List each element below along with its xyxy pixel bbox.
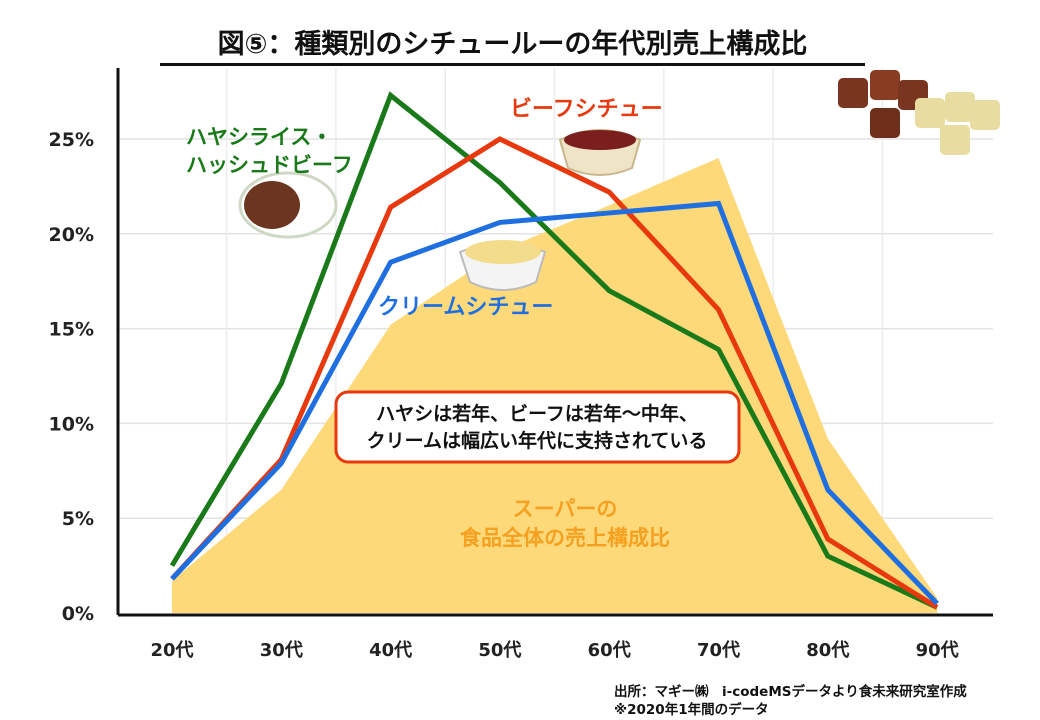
cream-stew-icon (465, 240, 541, 264)
series-label-hayashi: ハッシュドビーフ (186, 153, 353, 177)
y-tick-label: 0% (62, 603, 94, 625)
series-line-1 (170, 136, 939, 610)
cream-roux-block-icon (970, 100, 1000, 130)
y-tick-label: 20% (49, 224, 94, 246)
x-tick-label: 60代 (588, 640, 631, 661)
x-tick-label: 30代 (260, 640, 303, 661)
series-label-cream: クリームシチュー (378, 295, 553, 320)
series-line-0 (169, 91, 939, 610)
period-note: ※2020年1年間のデータ (614, 702, 769, 718)
annotation-text: ハヤシは若年、ビーフは若年～中年、 (376, 402, 698, 425)
x-tick-label: 70代 (697, 640, 740, 661)
area-label: 食品全体の売上構成比 (460, 526, 670, 550)
x-tick-label: 90代 (916, 640, 959, 661)
series-line-2 (170, 200, 939, 606)
y-tick-label: 5% (62, 508, 94, 530)
y-tick-label: 15% (49, 319, 94, 341)
y-tick-label: 10% (49, 413, 94, 435)
x-tick-label: 40代 (369, 640, 412, 661)
chart-title: 図⑤：種類別のシチュールーの年代別売上構成比 (160, 22, 865, 66)
cream-roux-block-icon (940, 125, 970, 155)
x-tick-label: 50代 (478, 640, 521, 661)
series-label-beef: ビーフシチュー (510, 97, 663, 122)
annotation-text: クリームは幅広い年代に支持されている (367, 429, 708, 452)
beef-stew-icon (564, 130, 636, 150)
cream-roux-block-icon (945, 92, 975, 122)
chocolate-roux-block-icon (870, 70, 900, 100)
x-tick-label: 80代 (806, 640, 849, 661)
area-label: スーパーの (513, 497, 618, 521)
cream-roux-block-icon (915, 98, 945, 128)
chocolate-roux-block-icon (838, 78, 868, 108)
hayashi-roux-icon (244, 181, 300, 229)
x-tick-label: 20代 (150, 640, 193, 661)
annotation-box (334, 390, 741, 464)
series-label-hayashi: ハヤシライス・ (186, 125, 332, 149)
y-tick-label: 25% (49, 129, 94, 151)
source-note: 出所：マギー㈱ i-codeMSデータより食未来研究室作成 (614, 684, 967, 700)
chocolate-roux-block-icon (870, 108, 900, 138)
